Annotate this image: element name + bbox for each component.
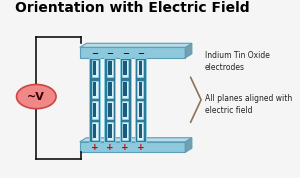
- Bar: [124, 103, 127, 117]
- Bar: [108, 103, 112, 117]
- Circle shape: [16, 85, 56, 109]
- Bar: [139, 82, 142, 96]
- Bar: [122, 59, 128, 77]
- Bar: [107, 122, 113, 140]
- Text: +: +: [106, 143, 114, 151]
- Bar: [135, 58, 146, 142]
- Bar: [124, 124, 127, 138]
- Text: +: +: [91, 143, 98, 151]
- Text: −: −: [91, 49, 98, 58]
- Text: −: −: [122, 49, 129, 58]
- Bar: [92, 122, 98, 140]
- Bar: [92, 101, 98, 119]
- Text: +: +: [136, 143, 144, 151]
- Bar: [89, 58, 100, 142]
- Text: +: +: [121, 143, 129, 151]
- Bar: [108, 61, 112, 75]
- Bar: [139, 103, 142, 117]
- Bar: [139, 124, 142, 138]
- Bar: [120, 58, 131, 142]
- Polygon shape: [185, 43, 192, 58]
- Polygon shape: [80, 43, 192, 47]
- Bar: [137, 59, 143, 77]
- Text: −: −: [106, 49, 113, 58]
- Bar: [122, 80, 128, 98]
- Text: Indium Tin Oxide
electrodes: Indium Tin Oxide electrodes: [205, 51, 270, 72]
- Text: All planes aligned with
electric field: All planes aligned with electric field: [205, 94, 292, 115]
- Bar: [92, 80, 98, 98]
- Bar: [124, 82, 127, 96]
- Bar: [92, 59, 98, 77]
- Bar: [122, 122, 128, 140]
- Bar: [137, 101, 143, 119]
- Bar: [107, 80, 113, 98]
- Bar: [137, 80, 143, 98]
- Bar: [93, 82, 96, 96]
- Bar: [93, 124, 96, 138]
- Text: −: −: [137, 49, 144, 58]
- Bar: [139, 61, 142, 75]
- Bar: [108, 82, 112, 96]
- Bar: [80, 47, 185, 58]
- Title: Orientation with Electric Field: Orientation with Electric Field: [15, 1, 250, 15]
- Bar: [122, 101, 128, 119]
- Polygon shape: [80, 138, 192, 142]
- Bar: [93, 61, 96, 75]
- Polygon shape: [185, 138, 192, 152]
- Bar: [80, 142, 185, 152]
- Bar: [124, 61, 127, 75]
- Bar: [137, 122, 143, 140]
- Bar: [108, 124, 112, 138]
- Text: ~V: ~V: [27, 92, 45, 102]
- Bar: [104, 58, 116, 142]
- Bar: [93, 103, 96, 117]
- Bar: [107, 59, 113, 77]
- Bar: [107, 101, 113, 119]
